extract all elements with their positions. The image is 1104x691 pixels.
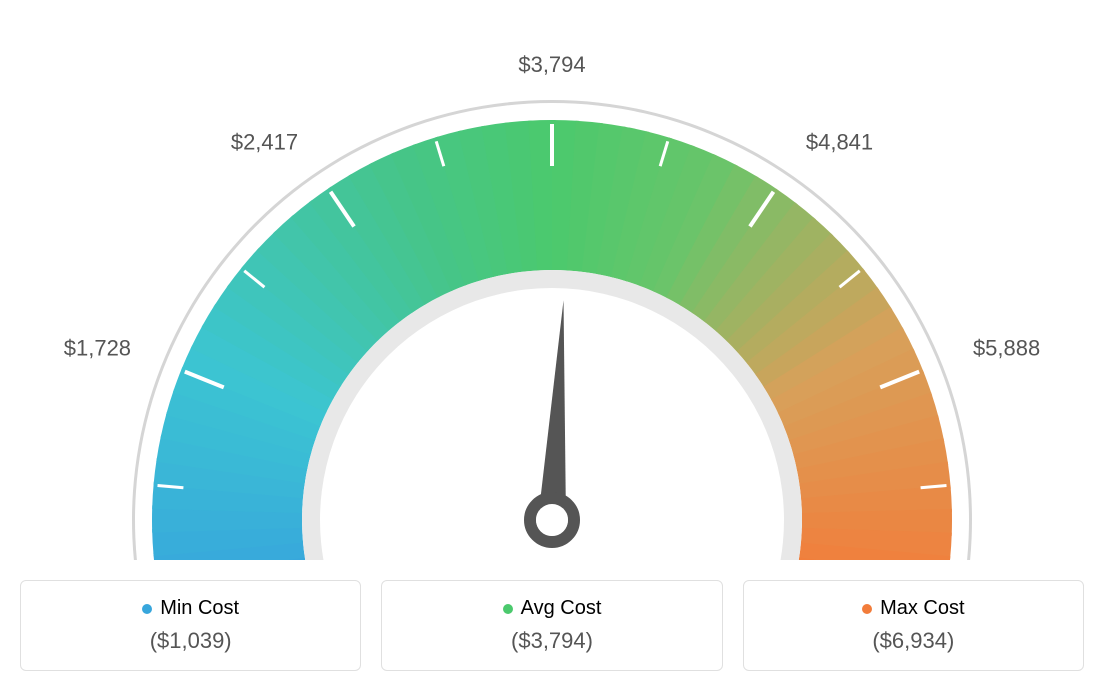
legend-avg: Avg Cost ($3,794): [381, 580, 722, 671]
cost-gauge-chart: $1,039$1,728$2,417$3,794$4,841$5,888$6,9…: [20, 20, 1084, 560]
legend-min: Min Cost ($1,039): [20, 580, 361, 671]
gauge-label: $5,888: [973, 336, 1040, 361]
gauge-label: $4,841: [806, 129, 873, 154]
legend: Min Cost ($1,039) Avg Cost ($3,794) Max …: [20, 580, 1084, 671]
avg-dot: [503, 604, 513, 614]
legend-max-label: Max Cost: [880, 597, 964, 620]
gauge-label: $1,728: [64, 336, 131, 361]
legend-min-value: ($1,039): [41, 628, 340, 654]
gauge-label: $2,417: [231, 129, 298, 154]
legend-avg-label: Avg Cost: [521, 597, 602, 620]
gauge-label: $3,794: [518, 52, 585, 77]
legend-max: Max Cost ($6,934): [743, 580, 1084, 671]
max-dot: [862, 604, 872, 614]
legend-max-value: ($6,934): [764, 628, 1063, 654]
legend-min-label: Min Cost: [160, 597, 239, 620]
legend-avg-value: ($3,794): [402, 628, 701, 654]
min-dot: [142, 604, 152, 614]
